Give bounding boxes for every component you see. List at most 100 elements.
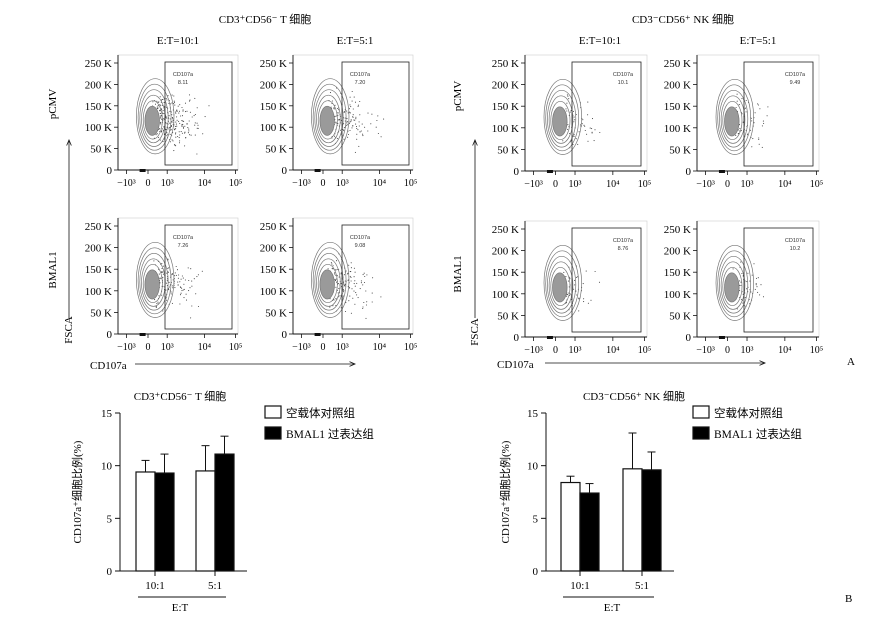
axis-break bbox=[546, 336, 553, 339]
event-dot bbox=[182, 126, 185, 128]
event-dot bbox=[174, 287, 176, 289]
event-dot bbox=[197, 305, 200, 308]
event-dot bbox=[356, 133, 358, 135]
event-dot bbox=[161, 104, 163, 106]
event-dot bbox=[174, 125, 177, 127]
density-contour bbox=[316, 258, 341, 307]
event-dot bbox=[337, 114, 339, 116]
event-dot bbox=[354, 119, 356, 121]
event-dot bbox=[338, 109, 340, 111]
event-dot bbox=[574, 119, 576, 121]
cd107a-gate bbox=[743, 61, 814, 167]
event-dot bbox=[739, 130, 741, 132]
event-dot bbox=[191, 305, 193, 307]
x-tick-label: 0 bbox=[553, 345, 558, 356]
nk-x-axis-label: CD107a bbox=[497, 359, 534, 371]
event-dot bbox=[342, 297, 344, 299]
x-tick-label: 10³ bbox=[336, 178, 349, 189]
event-dot bbox=[742, 293, 744, 295]
event-dot bbox=[188, 100, 191, 102]
event-dot bbox=[578, 131, 580, 133]
event-dot bbox=[355, 118, 357, 120]
x-tick-label: 10⁵ bbox=[229, 178, 243, 189]
density-contour bbox=[317, 100, 338, 140]
event-dot bbox=[204, 116, 206, 118]
event-dot bbox=[161, 294, 163, 296]
y-tick-label: 100 K bbox=[492, 289, 519, 301]
event-dot bbox=[749, 303, 751, 305]
event-dot bbox=[176, 119, 178, 121]
y-tick-label: 200 K bbox=[85, 243, 112, 255]
legend-label: 空载体对照组 bbox=[714, 406, 783, 420]
event-dot bbox=[171, 273, 173, 275]
density-contour bbox=[314, 89, 344, 147]
event-dot bbox=[179, 303, 181, 305]
density-contour bbox=[144, 105, 160, 136]
x-tick-label: 10⁴ bbox=[606, 179, 620, 190]
density-contour bbox=[548, 261, 574, 310]
event-dot bbox=[746, 281, 748, 283]
event-dot bbox=[336, 107, 338, 110]
event-dot bbox=[168, 126, 170, 128]
event-dot bbox=[185, 137, 187, 139]
event-dot bbox=[377, 115, 379, 117]
legend-swatch bbox=[264, 405, 282, 419]
event-dot bbox=[587, 302, 589, 304]
event-dot bbox=[194, 113, 196, 116]
event-dot bbox=[166, 285, 168, 287]
density-contour bbox=[136, 78, 175, 155]
event-dot bbox=[353, 96, 355, 98]
flow-panel: CD3⁺CD56⁻ T 细胞 CD3⁻CD56⁺ NK 细胞 E:T=10:1 … bbox=[47, 13, 855, 372]
panel-a-label: A bbox=[847, 356, 855, 368]
x-tick-label: 10⁴ bbox=[606, 345, 620, 356]
event-dot bbox=[566, 94, 568, 96]
density-contour bbox=[317, 263, 338, 304]
x-tick-label: 10⁵ bbox=[229, 342, 243, 353]
event-dot bbox=[177, 281, 179, 283]
event-dot bbox=[578, 297, 580, 299]
event-dot bbox=[335, 122, 337, 124]
density-contour bbox=[550, 266, 571, 307]
axis-break bbox=[718, 336, 725, 339]
event-dot bbox=[578, 310, 580, 312]
event-dot bbox=[194, 97, 196, 99]
event-dot bbox=[162, 277, 164, 279]
gate-value: 10.1 bbox=[618, 80, 629, 86]
event-dot bbox=[577, 276, 579, 278]
event-dot bbox=[746, 133, 749, 135]
event-dot bbox=[191, 285, 193, 287]
event-dot bbox=[350, 280, 352, 282]
event-dot bbox=[347, 124, 349, 126]
event-dot bbox=[740, 298, 742, 300]
event-dot bbox=[363, 301, 365, 304]
event-dot bbox=[754, 112, 756, 114]
event-dot bbox=[357, 297, 359, 299]
event-dot bbox=[160, 278, 162, 280]
event-dot bbox=[761, 146, 763, 148]
event-dot bbox=[189, 134, 191, 136]
density-contour bbox=[550, 100, 571, 141]
event-dot bbox=[752, 138, 754, 140]
event-dot bbox=[160, 271, 163, 273]
event-dot bbox=[178, 131, 180, 133]
event-dot bbox=[342, 295, 344, 297]
event-dot bbox=[581, 123, 583, 125]
event-dot bbox=[169, 284, 171, 286]
event-dot bbox=[329, 92, 332, 94]
y-tick-label: 200 K bbox=[85, 79, 112, 91]
event-dot bbox=[350, 271, 352, 273]
event-dot bbox=[569, 278, 571, 280]
event-dot bbox=[152, 101, 154, 103]
event-dot bbox=[380, 136, 382, 138]
event-dot bbox=[355, 123, 357, 125]
event-dot bbox=[358, 121, 360, 123]
t-y-axis-label: FSCA bbox=[63, 316, 75, 344]
event-dot bbox=[584, 129, 586, 132]
nk-cell-title: CD3⁻CD56⁺ NK 细胞 bbox=[632, 13, 734, 26]
event-dot bbox=[575, 276, 577, 278]
event-dot bbox=[353, 290, 355, 292]
event-dot bbox=[365, 304, 368, 306]
event-dot bbox=[159, 110, 161, 112]
event-dot bbox=[371, 301, 373, 303]
event-dot bbox=[334, 116, 336, 118]
